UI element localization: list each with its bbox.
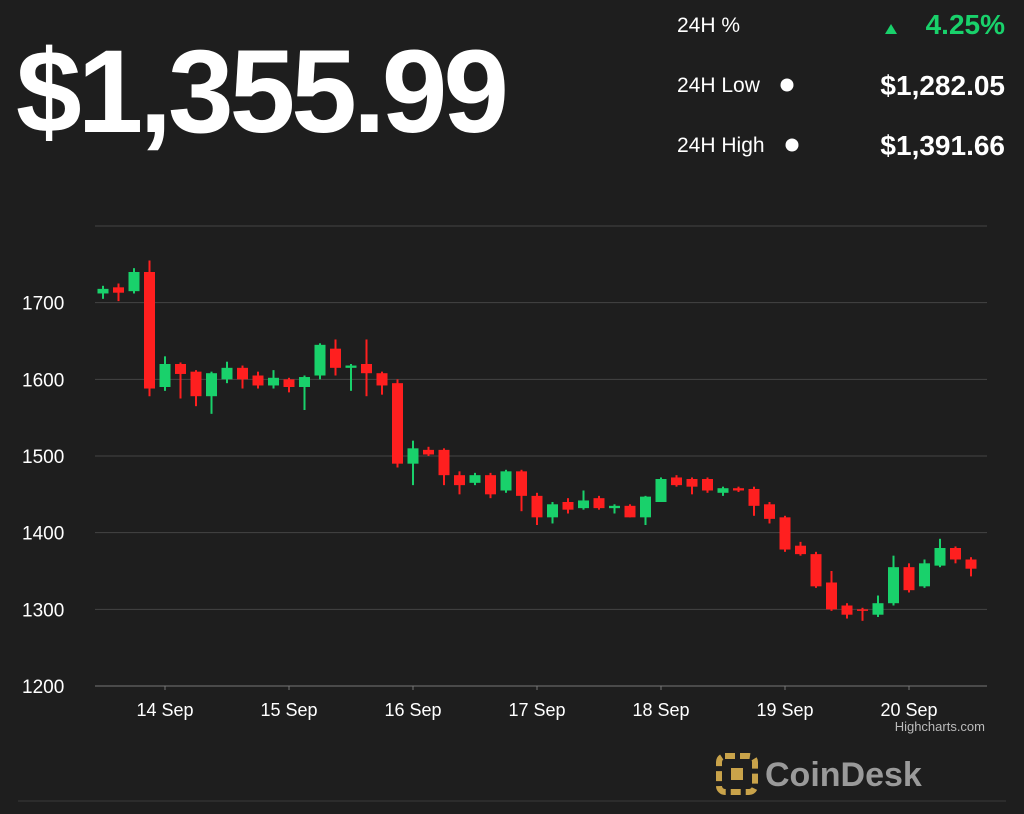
candle-body [934,548,946,566]
y-tick-label: 1400 [22,524,64,545]
change-label: 24H % [677,14,740,37]
info-icon[interactable] [785,138,799,152]
x-tick-label: 14 Sep [136,700,193,720]
candle-body [206,373,217,397]
candle-body [128,272,140,292]
candle-body [779,517,791,550]
candle-body [531,495,543,518]
candle-body [175,364,186,374]
logo-mark [716,753,758,795]
candle-body [686,479,698,487]
candle-body [919,563,930,587]
candle-body [221,367,233,380]
x-tick-label: 15 Sep [260,700,317,720]
candle-body [810,554,822,587]
x-tick-label: 19 Sep [756,700,813,720]
candle-body [516,471,527,496]
candle-body [748,488,760,506]
candle-body [190,371,202,397]
candle-body [702,479,713,491]
y-tick-label: 1600 [22,370,64,391]
y-tick-label: 1300 [22,600,64,621]
x-tick-label: 20 Sep [880,700,937,720]
candle-body [314,344,326,376]
price: $1,355.99 [16,26,505,158]
brand-logo [716,753,758,795]
up-arrow [885,24,897,34]
candle-body [857,609,868,611]
candle-body [159,364,171,387]
high-label: 24H High [677,134,765,157]
x-tick-label: 18 Sep [632,700,689,720]
candle-body [283,379,295,387]
low-value: $1,282.05 [880,70,1005,101]
candle-body [640,496,651,518]
change-value: 4.25% [926,9,1005,40]
candle-body [562,502,574,510]
candle-body [547,504,558,518]
candle-body [423,449,434,455]
logo-mark [731,768,743,780]
candle-body [97,288,109,294]
candle-body [965,559,977,569]
candle-body [454,475,465,486]
candle-body [872,603,884,615]
candle-body [764,504,775,519]
candle-body [237,367,248,380]
candle-body [624,505,636,518]
credits: Highcharts.com [895,719,985,734]
candle-body [485,475,496,495]
candle-body [841,605,853,615]
candle-body [345,365,357,368]
candle-body [950,548,961,560]
candle-body [392,383,403,464]
x-tick-label: 17 Sep [508,700,565,720]
candle-body [578,500,589,509]
candle-body [733,488,744,491]
candle-body [888,567,899,604]
y-tick-label: 1200 [22,677,64,698]
candle-body [795,545,806,555]
y-tick-label: 1700 [22,294,64,315]
info-icon[interactable] [780,78,794,92]
candle-body [903,567,915,591]
candle-body [113,287,124,293]
candle-body [252,375,264,386]
candle-body [330,348,341,368]
candle-body [469,475,481,483]
candle-body [361,364,372,374]
candle-body [655,479,667,502]
high-value: $1,391.66 [880,130,1005,161]
candle-body [438,449,450,476]
x-tick-label: 16 Sep [384,700,441,720]
y-tick-label: 1500 [22,447,64,468]
candle-body [826,582,837,610]
candle-body [376,373,388,386]
brand: CoinDesk [765,756,922,794]
candle-body [671,477,682,486]
candle-body [268,377,279,386]
candle-body [407,448,419,464]
candle-body [299,377,310,387]
candle-body [144,272,155,389]
low-label: 24H Low [677,74,761,97]
candle-body [593,498,605,509]
candle-body [717,488,729,493]
candle-body [500,471,512,491]
candle-body [609,505,620,509]
